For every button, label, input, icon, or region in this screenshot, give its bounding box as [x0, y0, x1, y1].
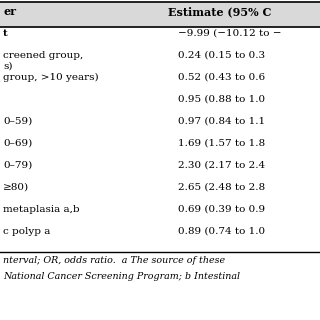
Text: 2.30 (2.17 to 2.4: 2.30 (2.17 to 2.4: [178, 161, 265, 170]
Text: 0.97 (0.84 to 1.1: 0.97 (0.84 to 1.1: [178, 117, 265, 126]
Text: −9.99 (−10.12 to −: −9.99 (−10.12 to −: [178, 29, 282, 38]
Text: 0.52 (0.43 to 0.6: 0.52 (0.43 to 0.6: [178, 73, 265, 82]
Text: 0–69): 0–69): [3, 139, 32, 148]
Text: ≥80): ≥80): [3, 183, 29, 192]
Text: 0–59): 0–59): [3, 117, 32, 126]
Text: metaplasia a,b: metaplasia a,b: [3, 205, 80, 214]
Text: er: er: [3, 6, 16, 17]
Text: 0.24 (0.15 to 0.3: 0.24 (0.15 to 0.3: [178, 51, 265, 60]
Text: Estimate (95% C: Estimate (95% C: [168, 6, 271, 17]
Text: group, >10 years): group, >10 years): [3, 73, 99, 82]
Text: t: t: [3, 29, 8, 38]
Text: s): s): [3, 62, 12, 71]
Text: creened group,: creened group,: [3, 51, 83, 60]
Text: 0.69 (0.39 to 0.9: 0.69 (0.39 to 0.9: [178, 205, 265, 214]
Text: nterval; OR, odds ratio.  a The source of these: nterval; OR, odds ratio. a The source of…: [3, 256, 225, 265]
Text: 2.65 (2.48 to 2.8: 2.65 (2.48 to 2.8: [178, 183, 265, 192]
Text: 0–79): 0–79): [3, 161, 32, 170]
Text: 0.95 (0.88 to 1.0: 0.95 (0.88 to 1.0: [178, 95, 265, 104]
Text: c polyp a: c polyp a: [3, 227, 50, 236]
Text: 0.89 (0.74 to 1.0: 0.89 (0.74 to 1.0: [178, 227, 265, 236]
Text: National Cancer Screening Program; b Intestinal: National Cancer Screening Program; b Int…: [3, 272, 240, 281]
Bar: [0, 2, 320, 27]
Text: 1.69 (1.57 to 1.8: 1.69 (1.57 to 1.8: [178, 139, 265, 148]
